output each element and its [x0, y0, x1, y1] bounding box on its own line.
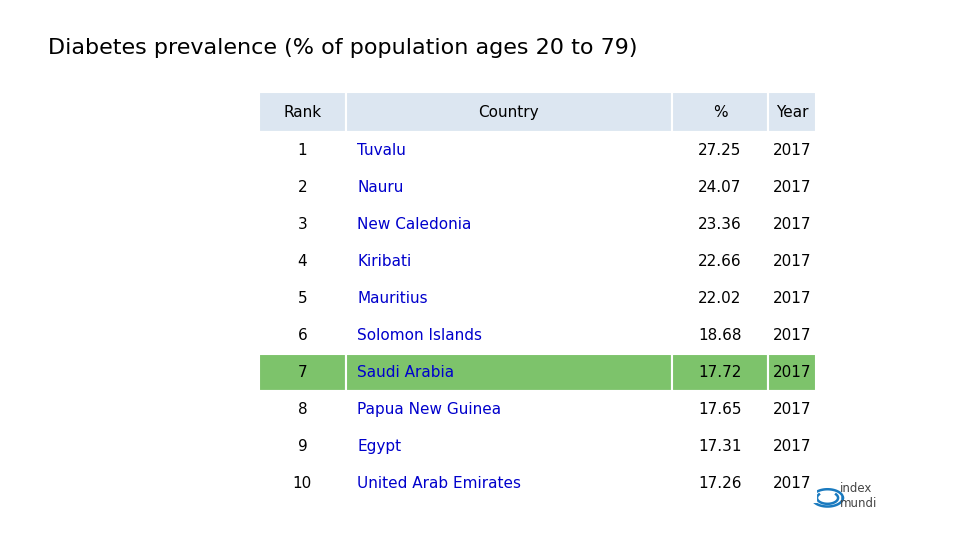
Text: Mauritius: Mauritius: [357, 291, 428, 306]
Text: 17.65: 17.65: [698, 402, 742, 417]
Text: United Arab Emirates: United Arab Emirates: [357, 476, 521, 491]
Text: Kiribati: Kiribati: [357, 254, 412, 269]
Text: 18.68: 18.68: [698, 328, 742, 343]
Text: %: %: [712, 105, 728, 119]
Text: Solomon Islands: Solomon Islands: [357, 328, 482, 343]
Text: 24.07: 24.07: [698, 180, 742, 195]
Text: 22.66: 22.66: [698, 254, 742, 269]
Text: Year: Year: [776, 105, 808, 119]
Text: 17.31: 17.31: [698, 439, 742, 454]
Text: 2017: 2017: [773, 217, 811, 232]
Text: 2017: 2017: [773, 439, 811, 454]
Text: Rank: Rank: [283, 105, 322, 119]
Text: 2017: 2017: [773, 365, 811, 380]
Text: 23.36: 23.36: [698, 217, 742, 232]
Text: 10: 10: [293, 476, 312, 491]
Text: 8: 8: [298, 402, 307, 417]
Text: 27.25: 27.25: [698, 143, 742, 158]
Text: 2017: 2017: [773, 328, 811, 343]
Text: 2017: 2017: [773, 402, 811, 417]
Text: 3: 3: [298, 217, 307, 232]
Text: Diabetes prevalence (% of population ages 20 to 79): Diabetes prevalence (% of population age…: [48, 38, 637, 58]
Text: 2017: 2017: [773, 143, 811, 158]
Text: 1: 1: [298, 143, 307, 158]
Text: 6: 6: [298, 328, 307, 343]
Text: 4: 4: [298, 254, 307, 269]
Text: 2017: 2017: [773, 180, 811, 195]
Text: 22.02: 22.02: [698, 291, 742, 306]
Text: 7: 7: [298, 365, 307, 380]
Text: 2017: 2017: [773, 254, 811, 269]
Text: New Caledonia: New Caledonia: [357, 217, 471, 232]
Text: 17.26: 17.26: [698, 476, 742, 491]
Text: index
mundi: index mundi: [840, 482, 877, 510]
Text: 5: 5: [298, 291, 307, 306]
Text: 2: 2: [298, 180, 307, 195]
Text: 2017: 2017: [773, 291, 811, 306]
Text: Nauru: Nauru: [357, 180, 403, 195]
Text: 2017: 2017: [773, 476, 811, 491]
Text: 9: 9: [298, 439, 307, 454]
Text: Saudi Arabia: Saudi Arabia: [357, 365, 454, 380]
Text: Tuvalu: Tuvalu: [357, 143, 406, 158]
Text: 17.72: 17.72: [698, 365, 742, 380]
Text: Country: Country: [478, 105, 540, 119]
Text: Egypt: Egypt: [357, 439, 401, 454]
Text: Papua New Guinea: Papua New Guinea: [357, 402, 501, 417]
